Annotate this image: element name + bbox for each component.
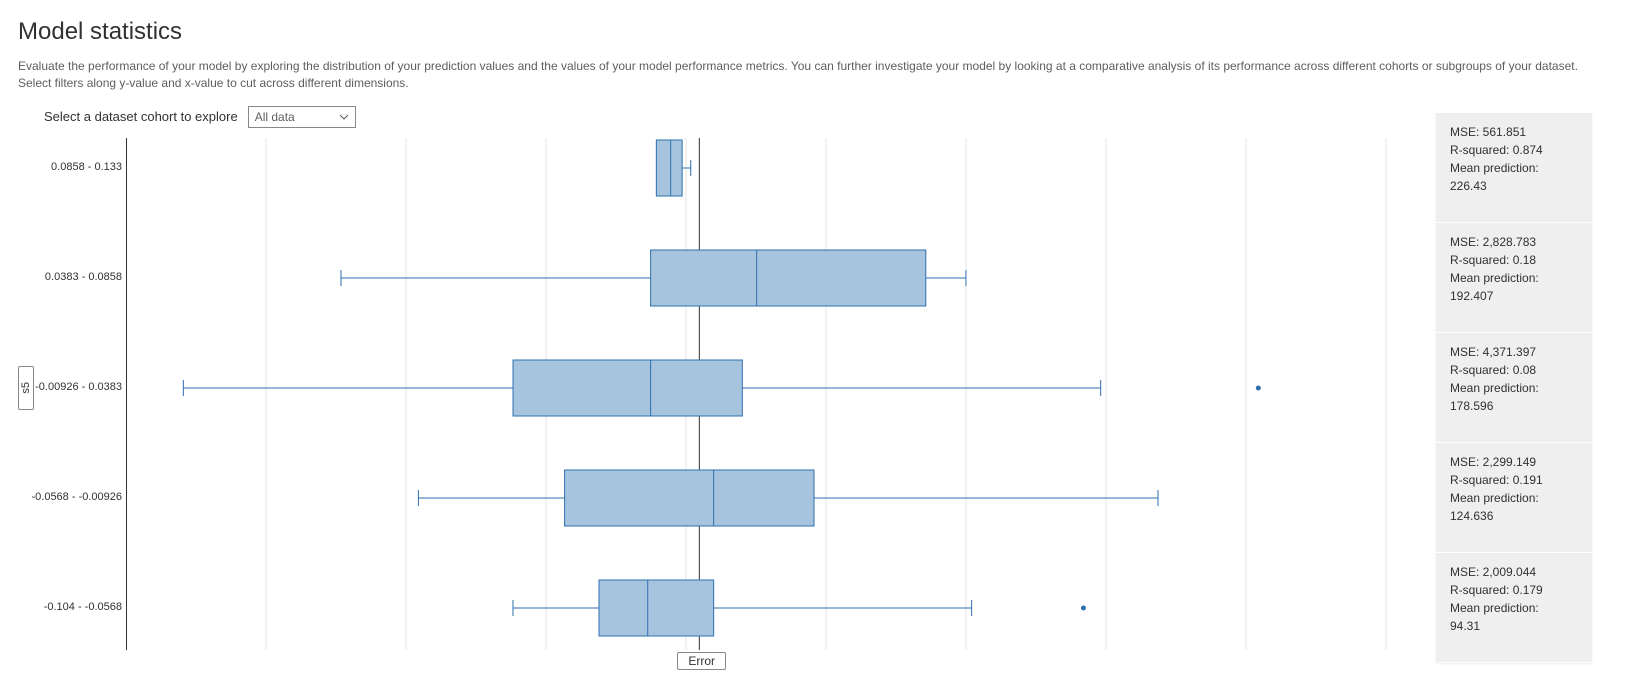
y-tick-label: -0.104 - -0.0568	[30, 601, 122, 613]
y-tick-label: 0.0858 - 0.133	[30, 161, 122, 173]
stat-r2: R-squared: 0.08	[1450, 361, 1580, 379]
stat-mp-value: 124.636	[1450, 507, 1580, 525]
cohort-selector-row: Select a dataset cohort to explore All d…	[44, 106, 1607, 128]
stat-mp-label: Mean prediction:	[1450, 599, 1580, 617]
stat-mp-label: Mean prediction:	[1450, 159, 1580, 177]
stat-card: MSE: 4,371.397R-squared: 0.08Mean predic…	[1436, 333, 1592, 443]
stat-mp-label: Mean prediction:	[1450, 379, 1580, 397]
stat-mp-value: 178.596	[1450, 397, 1580, 415]
stat-card: MSE: 2,299.149R-squared: 0.191Mean predi…	[1436, 443, 1592, 553]
stat-mp-label: Mean prediction:	[1450, 269, 1580, 287]
stat-card: MSE: 561.851R-squared: 0.874Mean predict…	[1436, 113, 1592, 223]
stat-mse: MSE: 561.851	[1450, 123, 1580, 141]
cohort-selected-value: All data	[255, 110, 295, 124]
plot-wrap: Error	[126, 138, 1416, 663]
y-tick-label: -0.00926 - 0.0383	[30, 381, 122, 393]
stat-card: MSE: 2,828.783R-squared: 0.18Mean predic…	[1436, 223, 1592, 333]
stat-r2: R-squared: 0.191	[1450, 471, 1580, 489]
cohort-select[interactable]: All data	[248, 106, 356, 128]
chart-area: s5 0.0858 - 0.1330.0383 - 0.0858-0.00926…	[18, 138, 1416, 663]
stat-r2: R-squared: 0.18	[1450, 251, 1580, 269]
stat-mse: MSE: 2,009.044	[1450, 563, 1580, 581]
y-tick-labels: 0.0858 - 0.1330.0383 - 0.0858-0.00926 - …	[34, 138, 126, 663]
stat-r2: R-squared: 0.874	[1450, 141, 1580, 159]
stat-mp-value: 94.31	[1450, 617, 1580, 635]
stat-r2: R-squared: 0.179	[1450, 581, 1580, 599]
cohort-label: Select a dataset cohort to explore	[44, 109, 238, 124]
x-axis-label: Error	[688, 654, 715, 668]
x-axis-selector[interactable]: Error	[677, 652, 726, 670]
y-tick-label: -0.0568 - -0.00926	[30, 491, 122, 503]
page-description: Evaluate the performance of your model b…	[18, 58, 1607, 92]
page-title: Model statistics	[18, 18, 1607, 46]
boxplot-chart	[126, 138, 1416, 650]
stat-card: MSE: 2,009.044R-squared: 0.179Mean predi…	[1436, 553, 1592, 663]
stats-cards: MSE: 561.851R-squared: 0.874Mean predict…	[1436, 113, 1592, 663]
chevron-down-icon	[339, 111, 349, 125]
stat-mse: MSE: 2,828.783	[1450, 233, 1580, 251]
stat-mp-value: 226.43	[1450, 177, 1580, 195]
stat-mp-label: Mean prediction:	[1450, 489, 1580, 507]
y-tick-label: 0.0383 - 0.0858	[30, 271, 122, 283]
stat-mse: MSE: 2,299.149	[1450, 453, 1580, 471]
stat-mp-value: 192.407	[1450, 287, 1580, 305]
stat-mse: MSE: 4,371.397	[1450, 343, 1580, 361]
